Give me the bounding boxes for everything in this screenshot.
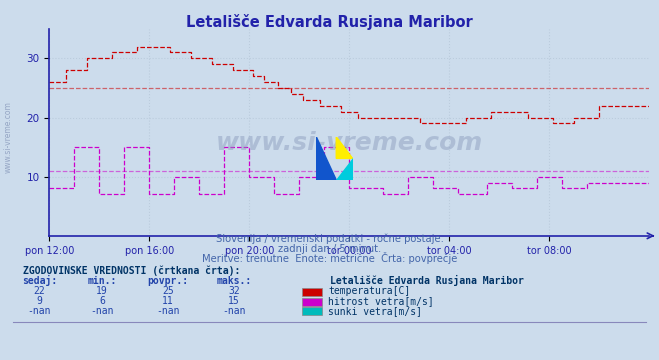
Text: -nan: -nan: [156, 306, 180, 316]
Text: 25: 25: [162, 287, 174, 297]
Text: Letališče Edvarda Rusjana Maribor: Letališče Edvarda Rusjana Maribor: [186, 14, 473, 30]
Text: 11: 11: [162, 296, 174, 306]
Text: Slovenija / vremenski podatki - ročne postaje.: Slovenija / vremenski podatki - ročne po…: [215, 233, 444, 244]
Text: sedaj:: sedaj:: [22, 275, 57, 287]
Text: hitrost vetra[m/s]: hitrost vetra[m/s]: [328, 296, 434, 306]
Polygon shape: [316, 137, 336, 180]
Text: ZGODOVINSKE VREDNOSTI (črtkana črta):: ZGODOVINSKE VREDNOSTI (črtkana črta):: [23, 266, 241, 276]
Text: 22: 22: [34, 287, 45, 297]
Text: sunki vetra[m/s]: sunki vetra[m/s]: [328, 306, 422, 316]
Polygon shape: [336, 158, 353, 180]
Text: Letališče Edvarda Rusjana Maribor: Letališče Edvarda Rusjana Maribor: [330, 275, 523, 287]
Text: 9: 9: [37, 296, 42, 306]
Text: min.:: min.:: [88, 276, 117, 287]
Text: 32: 32: [228, 287, 240, 297]
Text: 6: 6: [100, 296, 105, 306]
Text: zadnji dan / 5 minut.: zadnji dan / 5 minut.: [278, 244, 381, 254]
Text: povpr.:: povpr.:: [148, 276, 188, 287]
Text: temperatura[C]: temperatura[C]: [328, 287, 411, 297]
Polygon shape: [336, 137, 353, 158]
Text: -nan: -nan: [90, 306, 114, 316]
Text: Meritve: trenutne  Enote: metrične  Črta: povprečje: Meritve: trenutne Enote: metrične Črta: …: [202, 252, 457, 264]
Text: maks.:: maks.:: [216, 276, 252, 287]
Text: www.si-vreme.com: www.si-vreme.com: [215, 131, 483, 155]
Text: -nan: -nan: [222, 306, 246, 316]
Text: www.si-vreme.com: www.si-vreme.com: [4, 101, 13, 173]
Text: 19: 19: [96, 287, 108, 297]
Text: -nan: -nan: [28, 306, 51, 316]
Text: 15: 15: [228, 296, 240, 306]
